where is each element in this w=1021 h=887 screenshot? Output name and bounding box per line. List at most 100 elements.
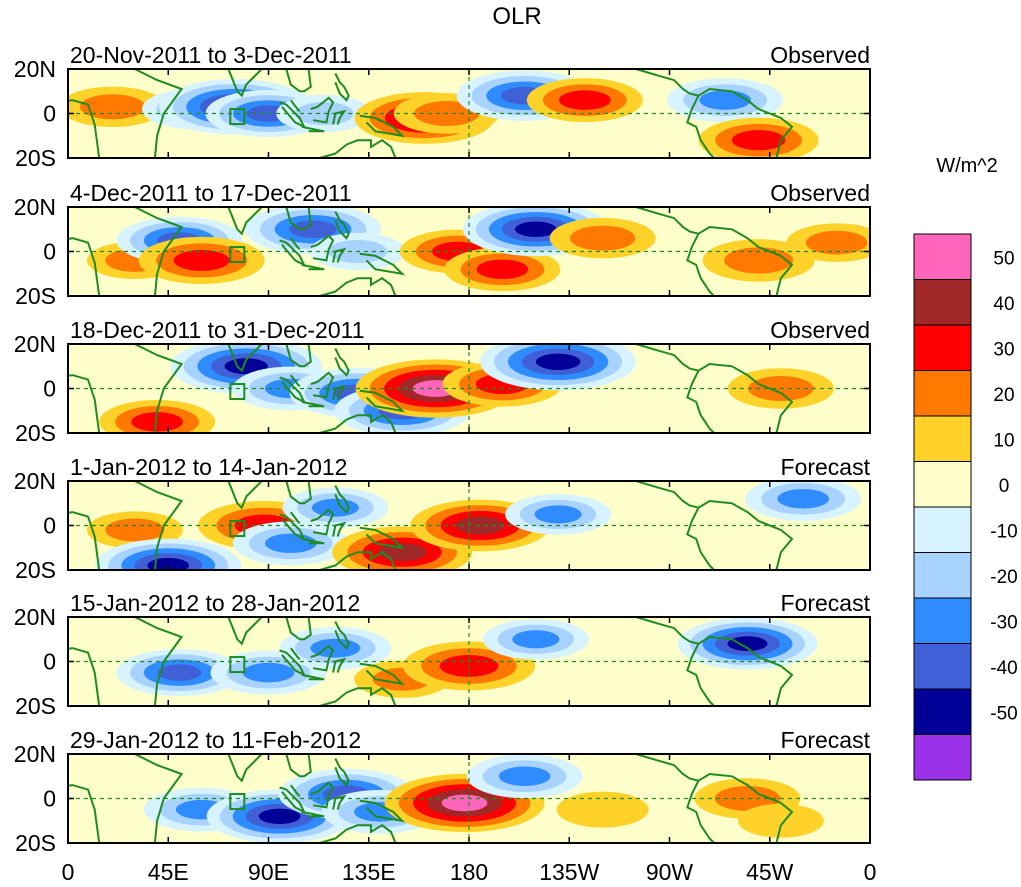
coast-seasia (285, 344, 312, 368)
coast-southamW (686, 95, 715, 158)
colorbar-swatch (913, 643, 972, 690)
coast-australia (319, 686, 397, 706)
coast-borneo (310, 508, 335, 536)
coast-southamW (686, 507, 715, 570)
anomaly-field (68, 344, 870, 433)
coast-india (223, 207, 263, 236)
coast-sumatra (279, 376, 307, 405)
coastlines (68, 617, 794, 706)
contour-band (131, 412, 183, 432)
colorbar-swatch (913, 279, 972, 326)
lon-label: 0 (864, 859, 877, 885)
panel-date-range: 18-Dec-2011 to 31-Dec-2011 (70, 317, 365, 343)
coast-africa (68, 207, 184, 296)
coast-southam (697, 87, 794, 158)
anomaly-6-9 (737, 803, 824, 838)
lon-label: 45W (746, 859, 794, 885)
colorbar-label: 20 (993, 385, 1014, 406)
coast-africa (68, 617, 184, 706)
coast-seasia (285, 207, 312, 231)
colorbar-units: W/m^2 (936, 155, 998, 177)
anomaly-4-5 (282, 487, 389, 528)
lon-label: 90W (646, 859, 694, 885)
coastlines (68, 69, 794, 158)
lat-label: 20S (15, 830, 56, 856)
contour-band (559, 90, 611, 110)
coast-southam (697, 225, 794, 296)
lon-label: 90E (248, 859, 289, 885)
coast-philippines (334, 758, 350, 787)
anomaly-3-8 (480, 344, 637, 391)
panel-6: 20N 0 20S 29-Jan-2012 to 11-Feb-2012 Forecas… (14, 727, 871, 856)
contour-band (242, 662, 295, 683)
maldives-box (229, 656, 246, 674)
panels-layer: 20N 0 20S 20-Nov-2011 to 3-Dec-2011 Observed… (14, 42, 871, 856)
coast-borneo (310, 234, 335, 262)
anomaly-1-11 (698, 117, 819, 158)
coast-malay (290, 784, 301, 797)
coast-australia (319, 276, 397, 296)
coast-india (223, 617, 263, 646)
coast-southamW (686, 643, 715, 706)
lon-label: 180 (450, 859, 488, 885)
lat-label: 0 (43, 786, 56, 812)
colorbar-swatch (913, 324, 972, 371)
colorbar-label: 0 (999, 476, 1010, 497)
coast-newguinea (359, 114, 406, 138)
coastlines (68, 754, 794, 843)
contour-band (79, 94, 146, 120)
lat-label: 0 (43, 239, 56, 265)
coast-java (301, 673, 325, 681)
coast-java (301, 810, 325, 818)
lon-label: 0 (62, 859, 75, 885)
colorbar-swatch (913, 688, 972, 735)
anomaly-field (68, 481, 870, 570)
contour-band (805, 230, 868, 255)
colorbar-swatch (913, 552, 972, 599)
coast-sumatra (279, 101, 307, 130)
panel-status: Observed (770, 180, 870, 206)
contour-band (147, 557, 190, 570)
coast-java (301, 263, 325, 271)
lat-label: 0 (43, 649, 56, 675)
anomaly-3-1 (99, 399, 216, 433)
contour-band (441, 794, 488, 812)
anomaly-6-7 (556, 791, 649, 828)
coast-centam (635, 617, 699, 645)
anomaly-5-6 (482, 619, 589, 660)
coast-philippines (334, 621, 350, 650)
coast-philippines (334, 210, 350, 240)
panel-5: 20N 0 20S 15-Jan-2012 to 28-Jan-2012 Forecas… (14, 590, 871, 719)
contour-band (289, 220, 337, 239)
colorbar-swatch (913, 597, 972, 644)
colorbar-label: 50 (993, 249, 1014, 270)
colorbar-swatch (913, 415, 972, 462)
coast-borneo (310, 96, 335, 124)
coast-newguinea (359, 662, 406, 686)
coast-sumatra (279, 513, 307, 542)
lat-label: 20N (14, 741, 56, 767)
coast-centam (635, 754, 699, 782)
lat-label: 0 (43, 513, 56, 539)
colorbar-label: 40 (993, 294, 1014, 315)
colorbar-label: 30 (993, 340, 1014, 361)
coast-southam (697, 772, 794, 843)
lat-label: 20S (15, 420, 56, 446)
panel-status: Observed (770, 317, 870, 343)
coast-sulawesi (332, 247, 347, 263)
contour-band (476, 259, 529, 280)
panel-4: 20N 0 20S 1-Jan-2012 to 14-Jan-2012 Forecast (14, 454, 871, 583)
lat-label: 20N (14, 331, 56, 357)
anomaly-1-10 (667, 78, 784, 123)
anomaly-4-9 (745, 481, 862, 521)
coast-malay (290, 647, 301, 660)
coast-newguinea (359, 389, 406, 413)
contour-band (737, 803, 824, 838)
panel-status: Observed (770, 42, 870, 68)
maldives-box (229, 108, 246, 126)
contour-band (714, 786, 781, 811)
coast-africa (68, 344, 184, 433)
coast-sulawesi (332, 384, 347, 400)
coastlines (68, 344, 794, 433)
